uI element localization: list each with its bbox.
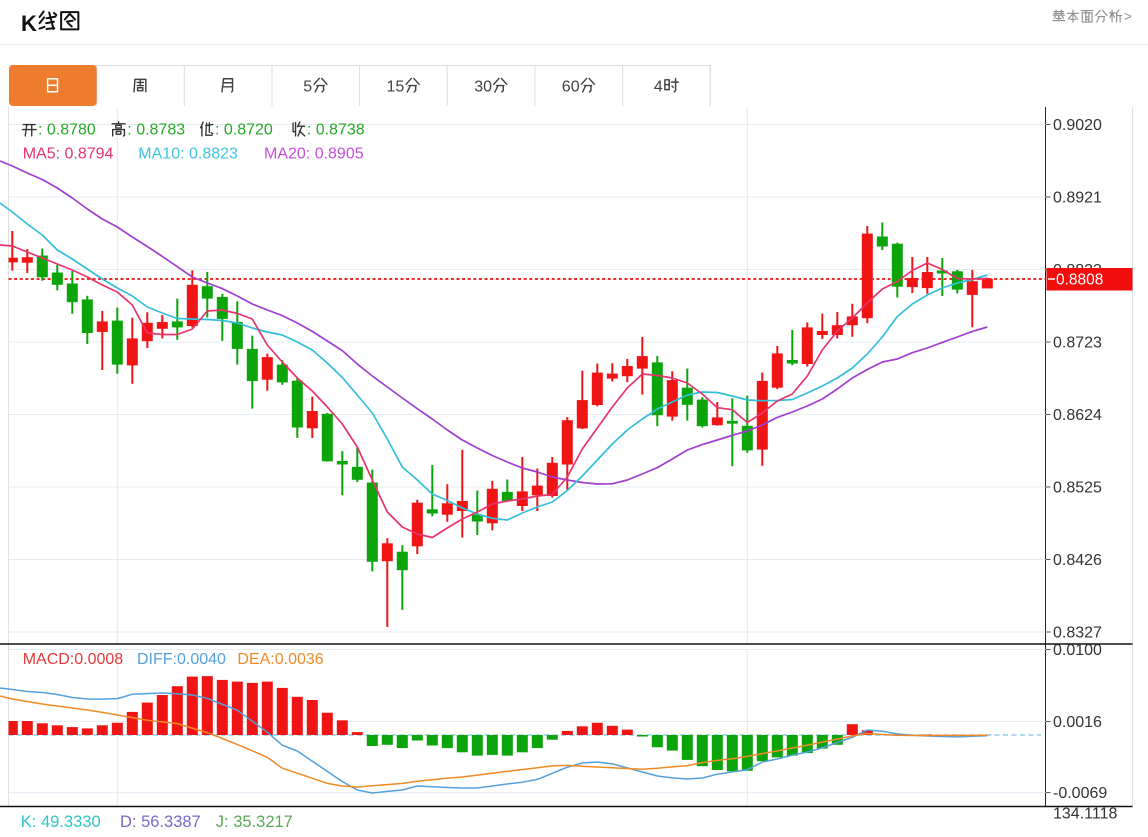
svg-text:MA20: 0.8905: MA20: 0.8905: [264, 146, 364, 163]
svg-text:MACD:0.0008: MACD:0.0008: [23, 651, 124, 668]
svg-text:0.8808: 0.8808: [1056, 271, 1103, 288]
svg-text:134.1118: 134.1118: [1053, 806, 1117, 823]
svg-text:0.8426: 0.8426: [1053, 552, 1102, 569]
svg-text:DEA:0.0036: DEA:0.0036: [237, 651, 323, 668]
svg-text:: 0.8738: : 0.8738: [307, 122, 365, 139]
svg-text:0.8525: 0.8525: [1053, 480, 1102, 497]
svg-text:: 0.8783: : 0.8783: [127, 122, 185, 139]
svg-text:0.8921: 0.8921: [1053, 190, 1102, 207]
svg-text:J: 35.3217: J: 35.3217: [216, 813, 293, 831]
svg-text:60: 60: [562, 79, 580, 96]
svg-text:: 0.8720: : 0.8720: [215, 122, 273, 139]
svg-text:0.8624: 0.8624: [1053, 407, 1102, 424]
svg-text:0.0016: 0.0016: [1053, 714, 1102, 731]
svg-text:0.8327: 0.8327: [1053, 625, 1102, 642]
svg-text:4: 4: [654, 79, 663, 96]
svg-text:30: 30: [474, 79, 492, 96]
svg-text:-0.0069: -0.0069: [1053, 785, 1107, 802]
svg-text:K: K: [21, 11, 37, 36]
svg-text:15: 15: [387, 79, 405, 96]
svg-text:5: 5: [303, 79, 312, 96]
svg-text:K: 49.3330: K: 49.3330: [21, 813, 101, 831]
svg-text:MA10: 0.8823: MA10: 0.8823: [138, 146, 238, 163]
svg-text:: 0.8780: : 0.8780: [38, 122, 96, 139]
svg-text:D: 56.3387: D: 56.3387: [120, 813, 201, 831]
svg-text:MA5: 0.8794: MA5: 0.8794: [23, 146, 114, 163]
svg-text:>: >: [1124, 9, 1132, 24]
svg-text:DIFF:0.0040: DIFF:0.0040: [137, 651, 226, 668]
svg-text:0.9020: 0.9020: [1053, 117, 1102, 134]
svg-text:0.0100: 0.0100: [1053, 642, 1102, 659]
svg-text:0.8723: 0.8723: [1053, 335, 1102, 352]
